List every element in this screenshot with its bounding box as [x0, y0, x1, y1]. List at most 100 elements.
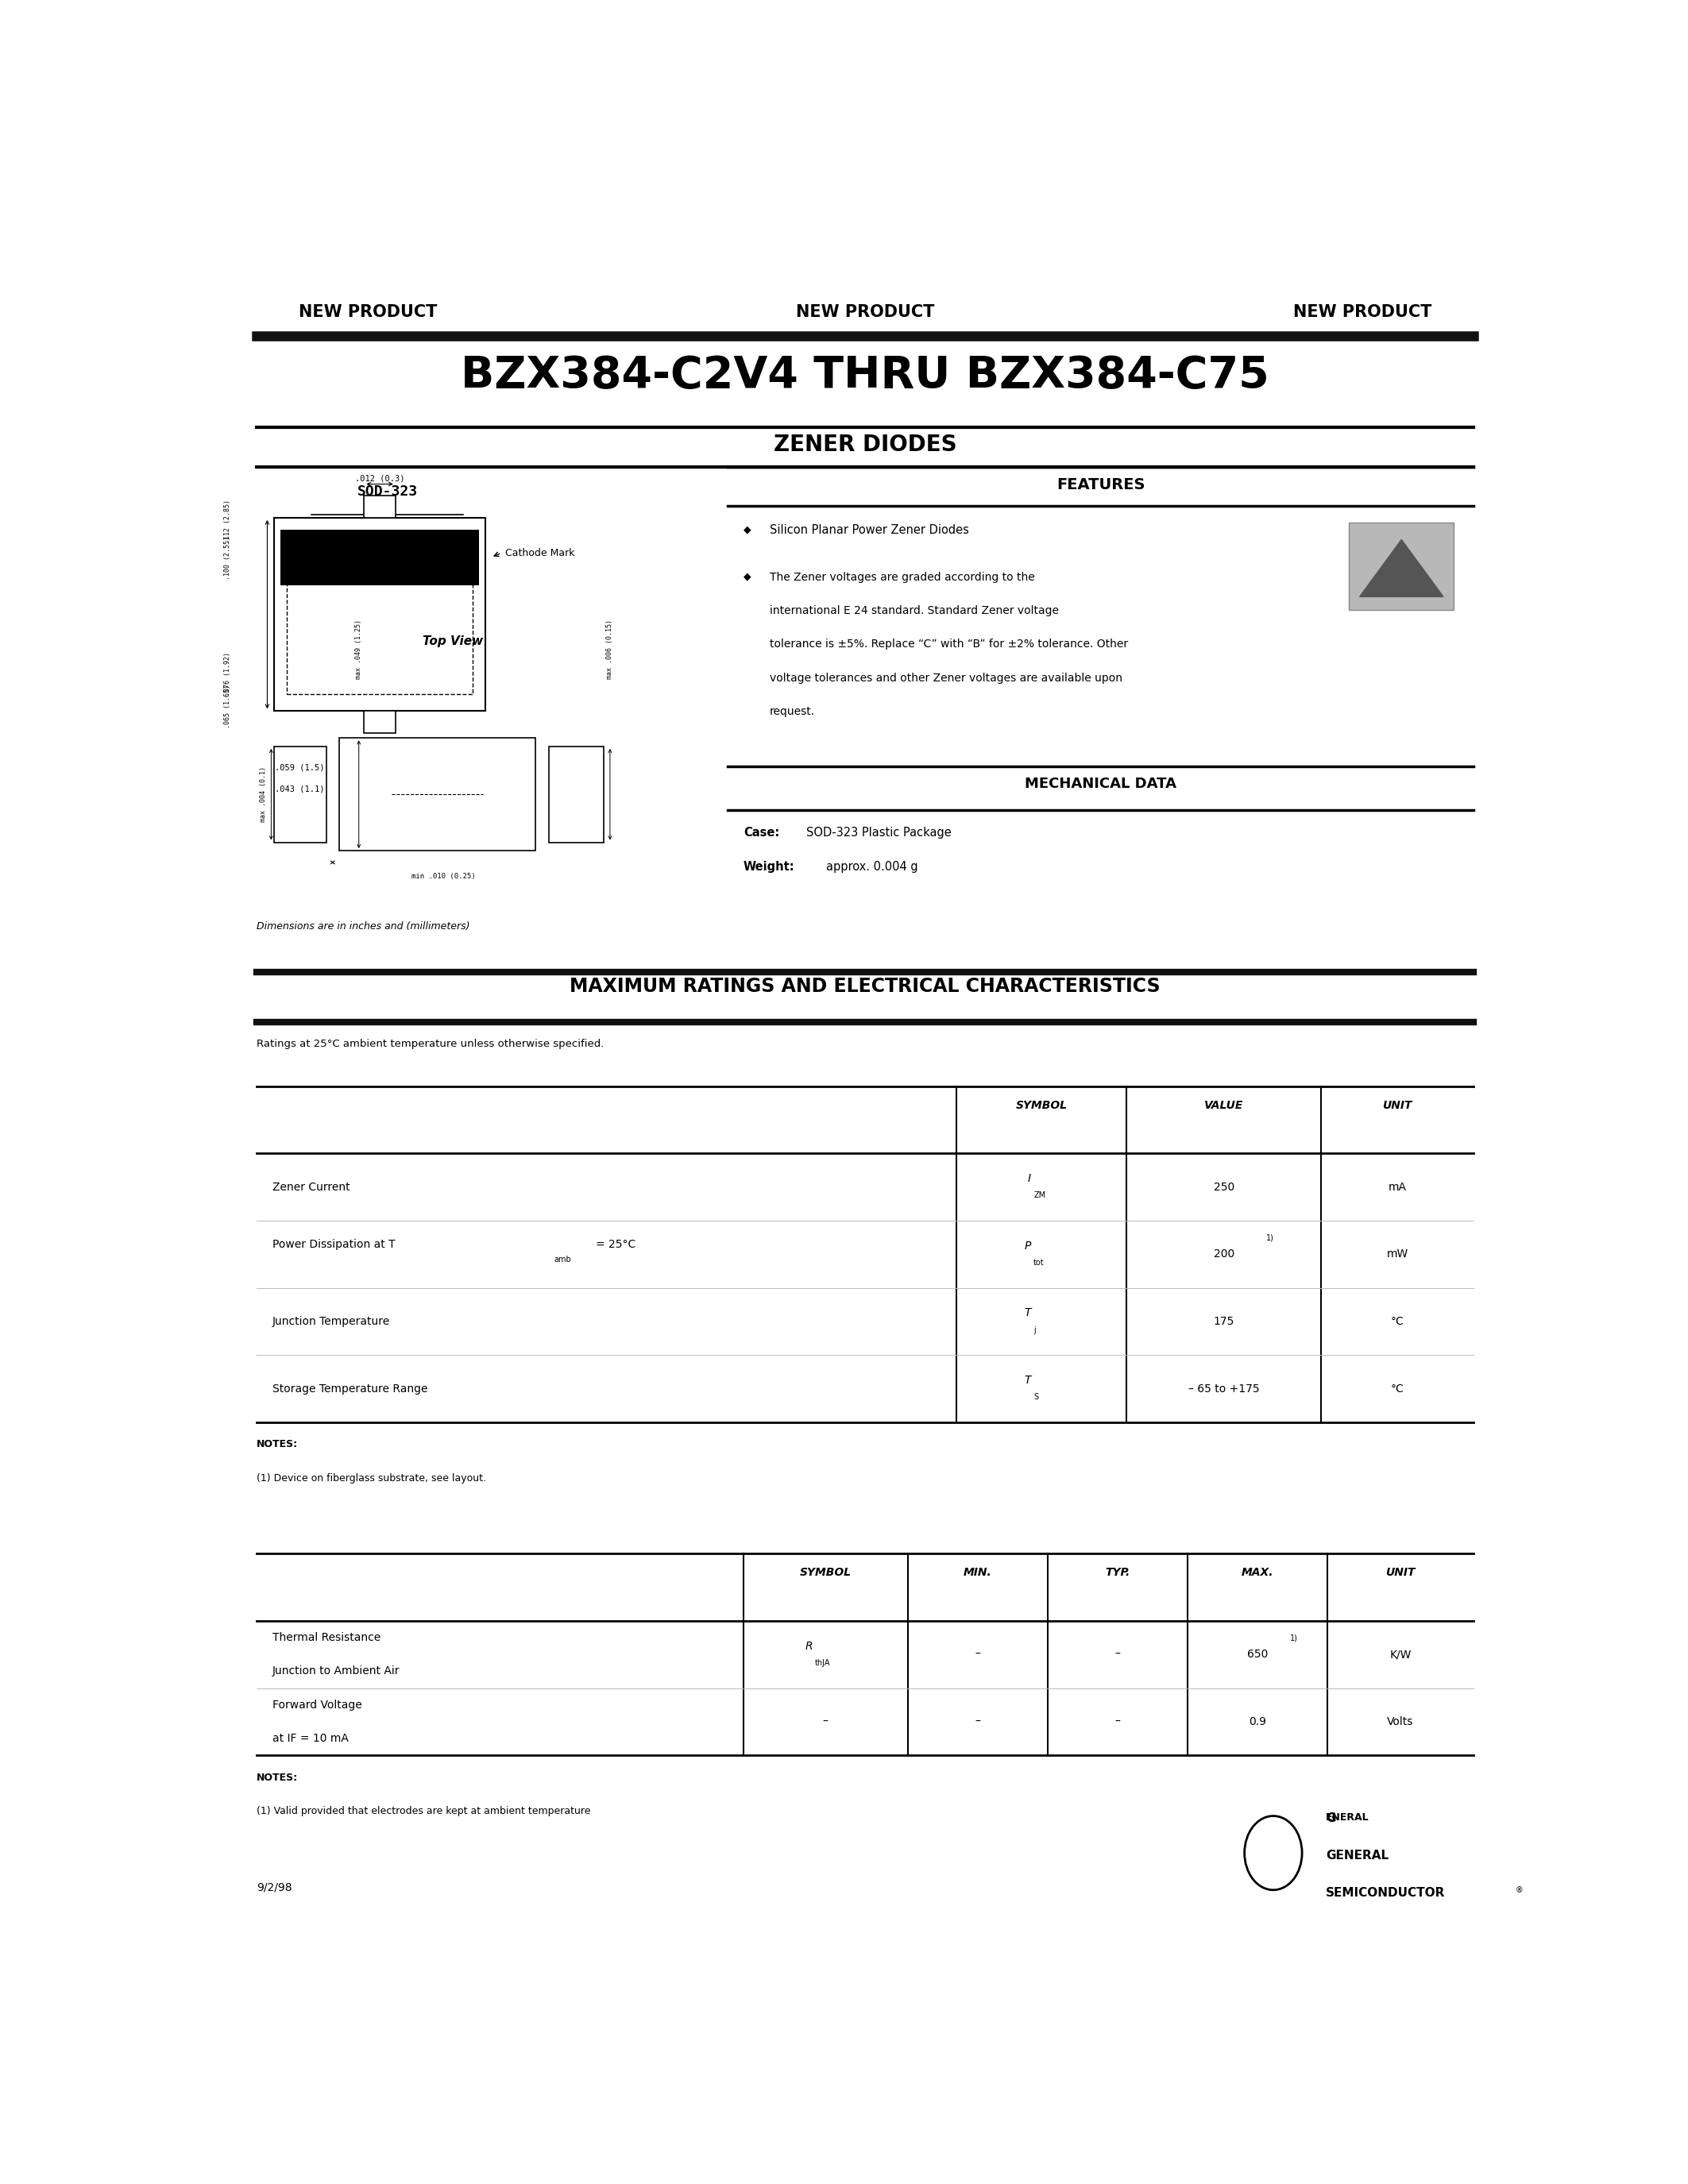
- Text: R: R: [805, 1640, 812, 1651]
- Text: .076 (1.92): .076 (1.92): [225, 653, 231, 697]
- Text: approx. 0.004 g: approx. 0.004 g: [825, 860, 918, 874]
- Text: MECHANICAL DATA: MECHANICAL DATA: [1025, 778, 1177, 791]
- Text: .043 (1.1): .043 (1.1): [275, 784, 324, 793]
- Text: Cathode Mark: Cathode Mark: [505, 548, 576, 559]
- Text: – 65 to +175: – 65 to +175: [1188, 1382, 1259, 1393]
- Bar: [365, 496, 395, 518]
- Text: NOTES:: NOTES:: [257, 1439, 299, 1450]
- Text: BZX384-C2V4 THRU BZX384-C75: BZX384-C2V4 THRU BZX384-C75: [461, 354, 1269, 397]
- Text: Dimensions are in inches and (millimeters): Dimensions are in inches and (millimeter…: [257, 922, 469, 933]
- Text: j: j: [1033, 1326, 1036, 1334]
- Text: K/W: K/W: [1389, 1649, 1411, 1660]
- Text: min .010 (0.25): min .010 (0.25): [412, 874, 476, 880]
- Bar: [273, 518, 486, 712]
- Text: mA: mA: [1388, 1182, 1406, 1192]
- Text: S: S: [1033, 1393, 1038, 1402]
- Text: Weight:: Weight:: [743, 860, 795, 874]
- Text: UNIT: UNIT: [1386, 1568, 1415, 1579]
- Text: –: –: [1114, 1649, 1121, 1660]
- Circle shape: [1244, 1815, 1301, 1889]
- Text: SYMBOL: SYMBOL: [1016, 1099, 1067, 1112]
- Text: Storage Temperature Range: Storage Temperature Range: [272, 1382, 427, 1393]
- Text: °C: °C: [1391, 1382, 1404, 1393]
- Text: –: –: [822, 1717, 829, 1728]
- Text: max .004 (0.1): max .004 (0.1): [260, 767, 267, 821]
- Text: mW: mW: [1386, 1249, 1408, 1260]
- Text: 9/2/98: 9/2/98: [257, 1883, 292, 1894]
- Text: SOD-323: SOD-323: [358, 485, 419, 498]
- Text: ENERAL: ENERAL: [1325, 1813, 1369, 1824]
- Text: Thermal Resistance: Thermal Resistance: [272, 1631, 381, 1642]
- Text: at IF = 10 mA: at IF = 10 mA: [272, 1734, 349, 1745]
- Text: thJA: thJA: [815, 1660, 830, 1666]
- Text: request.: request.: [770, 705, 815, 716]
- Text: .100 (2.55): .100 (2.55): [225, 537, 231, 581]
- Text: (1) Valid provided that electrodes are kept at ambient temperature: (1) Valid provided that electrodes are k…: [257, 1806, 591, 1817]
- Text: SYMBOL: SYMBOL: [800, 1568, 851, 1579]
- Text: SEMICONDUCTOR: SEMICONDUCTOR: [1325, 1887, 1445, 1898]
- Text: max .006 (0.15): max .006 (0.15): [606, 620, 613, 679]
- Text: VALUE: VALUE: [1205, 1099, 1244, 1112]
- Text: ◆: ◆: [743, 524, 751, 535]
- Text: 250: 250: [1214, 1182, 1234, 1192]
- Text: .065 (1.65): .065 (1.65): [225, 684, 231, 727]
- Text: TYP.: TYP.: [1106, 1568, 1129, 1579]
- Text: max .049 (1.25): max .049 (1.25): [354, 620, 363, 679]
- Text: –: –: [1114, 1717, 1121, 1728]
- Bar: [365, 712, 395, 734]
- Bar: [287, 535, 473, 695]
- Text: GENERAL: GENERAL: [1325, 1850, 1389, 1861]
- Text: 200: 200: [1214, 1249, 1234, 1260]
- Text: NOTES:: NOTES:: [257, 1771, 299, 1782]
- Text: ZENER DIODES: ZENER DIODES: [773, 435, 957, 456]
- Text: Ratings at 25°C ambient temperature unless otherwise specified.: Ratings at 25°C ambient temperature unle…: [257, 1040, 604, 1048]
- Text: international E 24 standard. Standard Zener voltage: international E 24 standard. Standard Ze…: [770, 605, 1058, 616]
- Text: MIN.: MIN.: [964, 1568, 993, 1579]
- Text: –: –: [976, 1649, 981, 1660]
- Text: ®: ®: [1516, 1887, 1523, 1894]
- Text: .112 (2.85): .112 (2.85): [225, 500, 231, 544]
- Text: 1): 1): [1266, 1234, 1274, 1241]
- Text: tot: tot: [1033, 1258, 1045, 1267]
- Text: voltage tolerances and other Zener voltages are available upon: voltage tolerances and other Zener volta…: [770, 673, 1123, 684]
- Text: = 25°C: = 25°C: [596, 1238, 635, 1249]
- Text: NEW PRODUCT: NEW PRODUCT: [299, 304, 437, 321]
- Text: Junction to Ambient Air: Junction to Ambient Air: [272, 1666, 400, 1677]
- Polygon shape: [1359, 539, 1443, 596]
- Text: ZM: ZM: [1033, 1192, 1045, 1199]
- Text: MAXIMUM RATINGS AND ELECTRICAL CHARACTERISTICS: MAXIMUM RATINGS AND ELECTRICAL CHARACTER…: [571, 976, 1160, 996]
- Text: ◆: ◆: [743, 572, 751, 581]
- Text: .012 (0.3): .012 (0.3): [354, 474, 405, 483]
- Text: 175: 175: [1214, 1317, 1234, 1328]
- Text: I: I: [1028, 1173, 1031, 1184]
- Bar: [1349, 522, 1453, 609]
- Bar: [549, 747, 603, 843]
- Text: UNIT: UNIT: [1382, 1099, 1413, 1112]
- Text: Case:: Case:: [743, 828, 780, 839]
- Text: G: G: [1325, 1813, 1335, 1824]
- Text: NEW PRODUCT: NEW PRODUCT: [795, 304, 935, 321]
- Text: T: T: [1025, 1376, 1031, 1387]
- Text: 0.9: 0.9: [1249, 1717, 1266, 1728]
- Text: P: P: [1025, 1241, 1031, 1251]
- Bar: [280, 529, 479, 585]
- Text: SOD-323 Plastic Package: SOD-323 Plastic Package: [807, 828, 952, 839]
- Text: Zener Current: Zener Current: [272, 1182, 349, 1192]
- Text: 650: 650: [1247, 1649, 1268, 1660]
- Text: Forward Voltage: Forward Voltage: [272, 1699, 361, 1710]
- Text: °C: °C: [1391, 1317, 1404, 1328]
- Bar: [273, 747, 326, 843]
- Text: Top View: Top View: [422, 636, 483, 646]
- Text: (1) Device on fiberglass substrate, see layout.: (1) Device on fiberglass substrate, see …: [257, 1472, 486, 1483]
- Text: 1): 1): [1290, 1634, 1298, 1642]
- Text: amb: amb: [554, 1256, 571, 1262]
- Text: Volts: Volts: [1388, 1717, 1413, 1728]
- Bar: [339, 738, 535, 852]
- Text: –: –: [976, 1717, 981, 1728]
- Text: MAX.: MAX.: [1241, 1568, 1273, 1579]
- Text: FEATURES: FEATURES: [1057, 478, 1144, 491]
- Text: Silicon Planar Power Zener Diodes: Silicon Planar Power Zener Diodes: [770, 524, 969, 537]
- Text: Junction Temperature: Junction Temperature: [272, 1317, 390, 1328]
- Text: NEW PRODUCT: NEW PRODUCT: [1293, 304, 1431, 321]
- Text: .059 (1.5): .059 (1.5): [275, 762, 324, 771]
